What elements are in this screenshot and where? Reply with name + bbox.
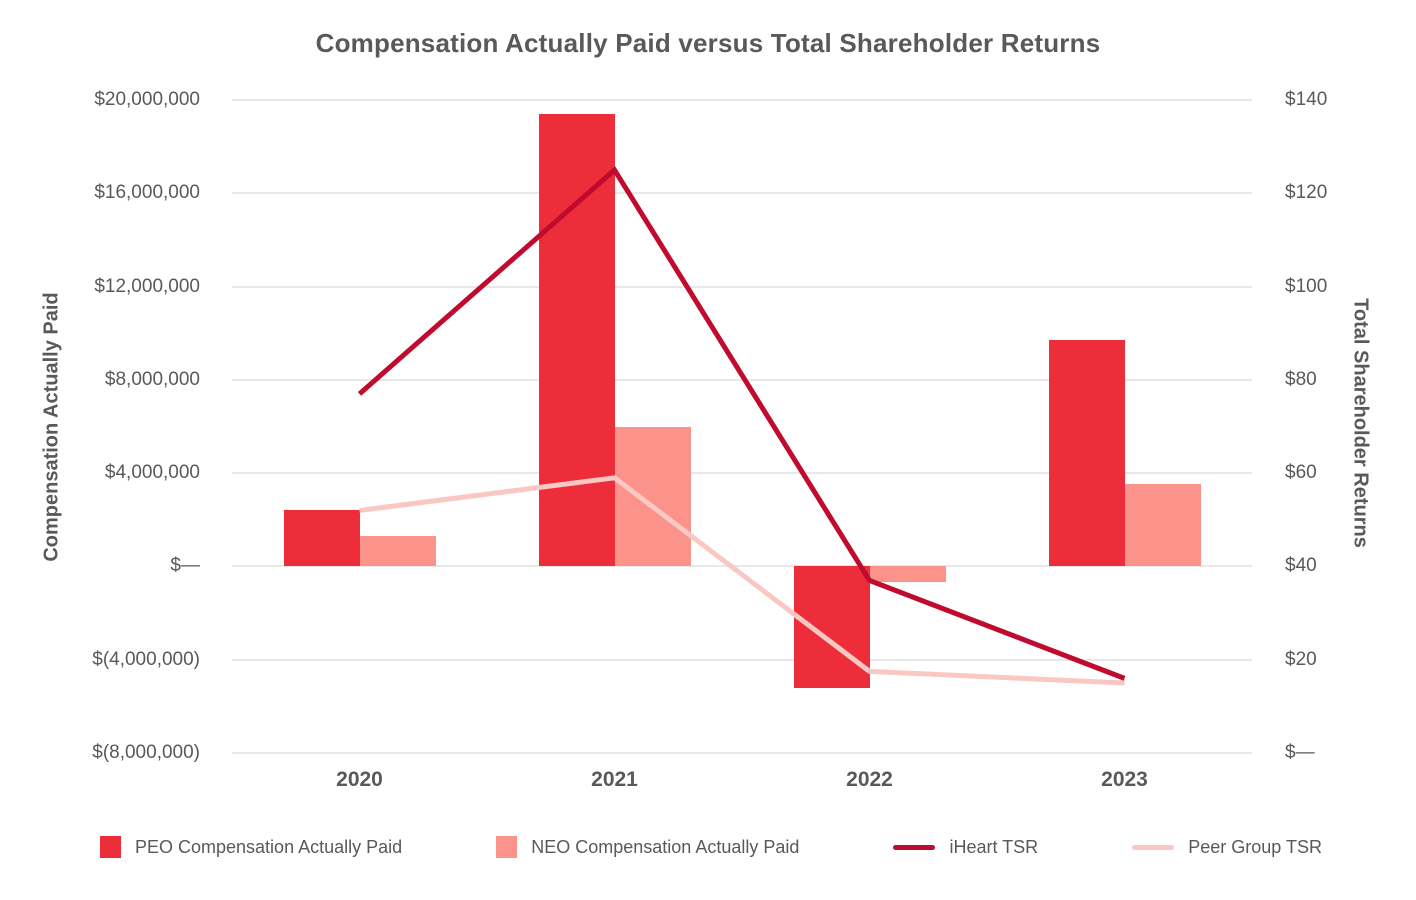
- gridline-16-000-000: [232, 192, 1252, 195]
- gridline-4-000-000: [232, 658, 1252, 661]
- legend-swatch-neo-compensation-actually-paid-icon: [496, 836, 518, 858]
- legend-item-iheart-tsr: iHeart TSR: [893, 837, 1038, 858]
- bar-peo-2022: [793, 566, 870, 688]
- left-tick-4-000-000: $(4,000,000): [92, 648, 200, 670]
- left-axis-title: Compensation Actually Paid: [40, 292, 63, 562]
- right-tick-40: $40: [1285, 555, 1317, 577]
- chart-title: Compensation Actually Paid versus Total …: [315, 28, 1101, 58]
- legend-item-neo-compensation-actually-paid: NEO Compensation Actually Paid: [496, 836, 799, 858]
- right-tick-120: $120: [1285, 182, 1328, 204]
- tsr-line-peer-group-tsr: [359, 475, 1125, 686]
- legend-item-peo-compensation-actually-paid: PEO Compensation Actually Paid: [100, 836, 402, 858]
- gridline-8-000-000: [232, 752, 1252, 754]
- right-axis-title: Total Shareholder Returns: [1349, 298, 1372, 548]
- right-tick-140: $140: [1285, 89, 1328, 110]
- bar-peo-2020: [283, 510, 360, 567]
- gridline-4-000-000: [232, 472, 1252, 475]
- legend-item-peer-group-tsr: Peer Group TSR: [1132, 837, 1322, 858]
- bar-neo-2022: [869, 566, 946, 582]
- legend-swatch-peo-compensation-actually-paid-icon: [100, 836, 121, 858]
- right-tick-60: $60: [1285, 462, 1317, 484]
- bar-peo-2021: [538, 113, 615, 567]
- tsr-line-iheart-tsr: [357, 166, 1126, 681]
- right-tick-: $—: [1285, 742, 1315, 763]
- legend-label-peer-group-tsr: Peer Group TSR: [1188, 836, 1322, 857]
- bar-neo-2021: [614, 426, 691, 567]
- legend-label-iheart-tsr: iHeart TSR: [949, 836, 1039, 857]
- legend-line-iheart-tsr-icon: [893, 844, 936, 850]
- left-tick-20-000-000: $20,000,000: [94, 89, 200, 110]
- left-tick-8-000-000: $(8,000,000): [92, 742, 200, 763]
- x-axis-label-2021: 2021: [591, 768, 638, 791]
- gridline-12-000-000: [232, 285, 1252, 288]
- plot-area: [232, 99, 1252, 754]
- x-axis-label-2020: 2020: [336, 768, 383, 791]
- left-tick-8-000-000: $8,000,000: [104, 368, 200, 390]
- left-tick-12-000-000: $12,000,000: [94, 275, 200, 297]
- gridline-: [232, 565, 1252, 568]
- left-tick-4-000-000: $4,000,000: [104, 462, 200, 484]
- bar-neo-2020: [359, 536, 436, 567]
- left-tick-: $—: [170, 555, 200, 577]
- gridline-20-000-000: [232, 99, 1252, 101]
- right-tick-20: $20: [1285, 648, 1317, 670]
- legend: PEO Compensation Actually Paid NEO Compen…: [100, 836, 1322, 858]
- legend-label-neo-compensation-actually-paid: NEO Compensation Actually Paid: [531, 836, 800, 857]
- x-axis-label-2023: 2023: [1101, 768, 1148, 791]
- left-tick-16-000-000: $16,000,000: [94, 182, 200, 204]
- right-tick-80: $80: [1285, 368, 1317, 390]
- legend-label-peo-compensation-actually-paid: PEO Compensation Actually Paid: [135, 836, 403, 857]
- x-axis-label-2022: 2022: [846, 768, 893, 791]
- bar-peo-2023: [1048, 340, 1125, 567]
- right-tick-100: $100: [1285, 275, 1328, 297]
- bar-neo-2023: [1124, 483, 1201, 567]
- legend-line-peer-group-tsr-icon: [1132, 844, 1175, 850]
